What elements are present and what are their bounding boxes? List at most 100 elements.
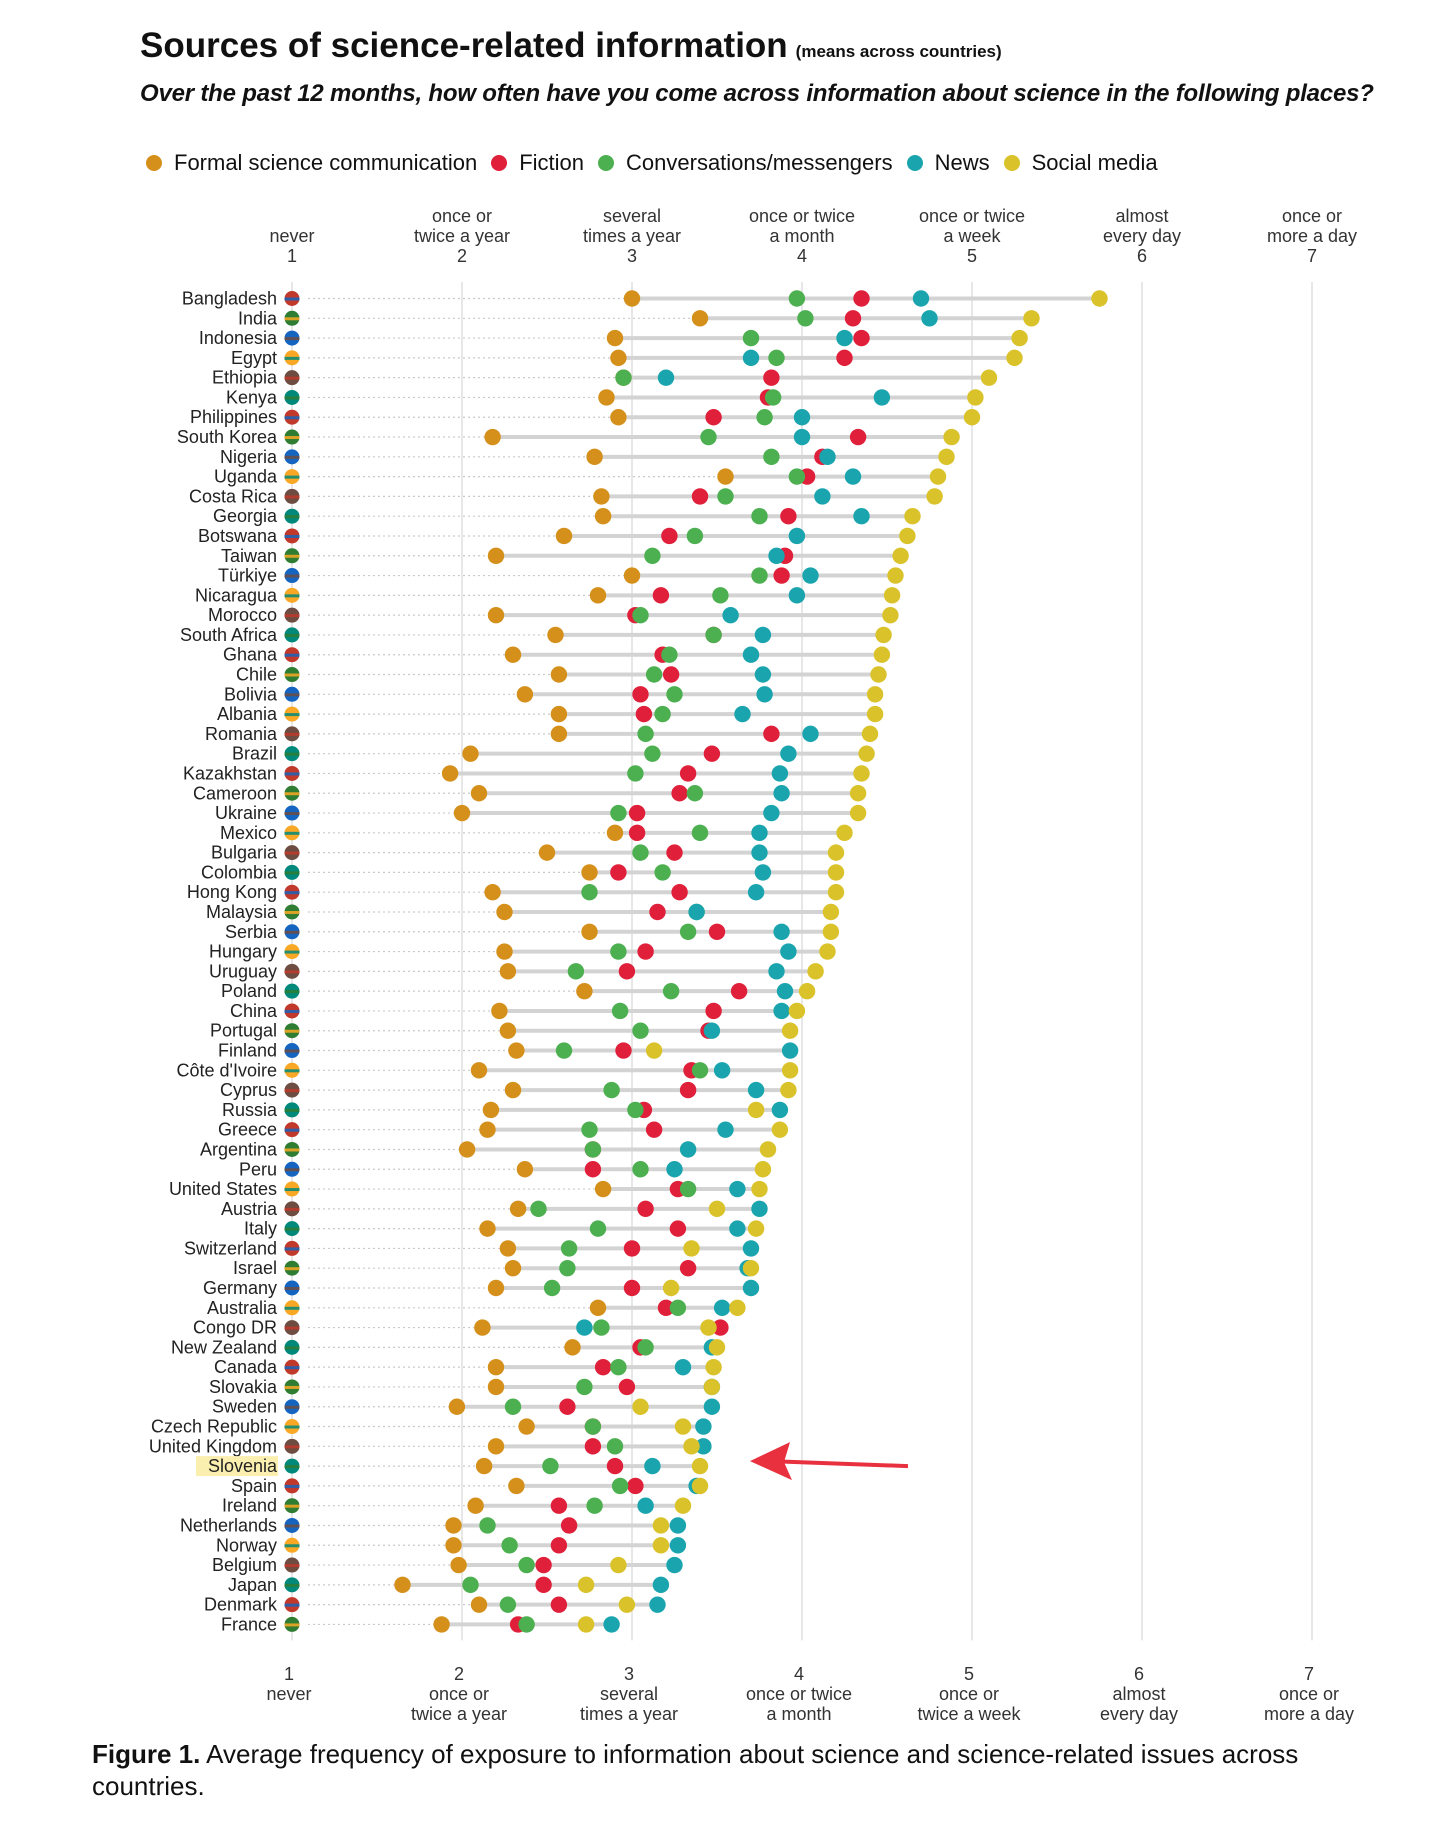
dot-social — [980, 369, 998, 386]
country-label: Austria — [221, 1199, 278, 1219]
dot-formal — [508, 1042, 525, 1059]
dot-social — [759, 1141, 777, 1158]
country-label: New Zealand — [171, 1337, 277, 1357]
country-row: Sweden — [212, 1397, 721, 1417]
legend-item-fiction: Fiction — [491, 150, 584, 176]
flag-icon-stripe — [284, 1544, 300, 1548]
bottom-tick-label-1-line: never — [266, 1684, 311, 1704]
flag-icon-stripe — [284, 1445, 300, 1449]
dot-fiction — [849, 428, 867, 446]
country-row: Finland — [218, 1041, 799, 1061]
country-row: Hong Kong — [187, 882, 845, 902]
dot-formal — [484, 884, 501, 901]
dot-conversations — [499, 1596, 517, 1613]
bottom-tick-label-2-line: twice a year — [411, 1704, 507, 1724]
dot-formal — [487, 1279, 505, 1297]
dot-formal — [479, 1220, 496, 1237]
dot-fiction — [637, 943, 654, 960]
dot-news — [912, 290, 930, 307]
country-row: Cameroon — [193, 783, 867, 803]
dot-fiction — [627, 1477, 644, 1495]
flag-icon-stripe — [284, 495, 300, 499]
dot-social — [873, 646, 891, 663]
dot-conversations — [632, 606, 649, 624]
country-row: Japan — [228, 1575, 670, 1595]
dot-conversations — [462, 1576, 479, 1594]
dot-formal — [508, 1477, 525, 1495]
dot-news — [793, 428, 811, 446]
highlight-box — [196, 1456, 278, 1477]
dot-formal — [550, 725, 568, 743]
dot-formal — [484, 428, 501, 446]
dot-formal — [623, 290, 641, 307]
dot-fiction — [705, 409, 722, 426]
dot-social — [781, 1062, 799, 1079]
country-row: Ethiopia — [212, 368, 998, 388]
flag-icon-stripe — [284, 891, 300, 895]
dot-news — [788, 527, 806, 545]
country-label: Ethiopia — [212, 368, 278, 388]
flag-icon-stripe — [284, 317, 300, 321]
top-tick-label-3-line: 3 — [627, 246, 637, 266]
bottom-tick-label-5-line: once or — [939, 1684, 999, 1704]
dot-news — [921, 310, 938, 327]
dot-conversations — [637, 1339, 654, 1356]
dot-fiction — [763, 725, 780, 743]
dot-conversations — [662, 982, 680, 1000]
flag-icon-stripe — [284, 515, 300, 519]
dot-social — [798, 982, 816, 1000]
dot-fiction — [836, 349, 853, 367]
bottom-tick-label-6-line: 6 — [1134, 1664, 1144, 1684]
dot-conversations — [742, 329, 760, 347]
dot-formal — [499, 963, 517, 980]
dot-news — [754, 864, 772, 881]
dot-fiction — [763, 369, 780, 386]
dot-social — [938, 448, 955, 466]
country-row: Argentina — [200, 1139, 777, 1159]
dot-conversations — [644, 547, 661, 564]
dot-news — [666, 1161, 683, 1178]
dot-fiction — [535, 1556, 552, 1574]
dot-conversations — [593, 1319, 610, 1336]
dot-conversations — [679, 923, 697, 940]
dot-formal — [606, 329, 624, 347]
country-row: Ghana — [223, 645, 891, 665]
dot-news — [669, 1537, 687, 1554]
bottom-tick-label-7-line: more a day — [1264, 1704, 1354, 1724]
dot-formal — [445, 1537, 462, 1554]
flag-icon-stripe — [284, 1504, 300, 1508]
country-label: Italy — [244, 1219, 277, 1239]
country-label: Bangladesh — [182, 289, 277, 309]
dot-conversations — [712, 587, 729, 604]
country-label: Argentina — [200, 1139, 278, 1159]
flag-icon-stripe — [284, 1009, 300, 1013]
dot-news — [729, 1180, 746, 1198]
dot-conversations — [661, 646, 678, 663]
dot-fiction — [671, 785, 688, 802]
country-label: Serbia — [225, 922, 278, 942]
flag-icon-stripe — [284, 851, 300, 855]
dot-conversations — [610, 943, 627, 960]
dot-social — [705, 1358, 722, 1376]
country-row: Slovakia — [209, 1377, 721, 1397]
country-label: Egypt — [231, 348, 277, 368]
dot-fiction — [560, 1517, 578, 1534]
country-row: Bangladesh — [182, 289, 1108, 309]
dot-news — [695, 1418, 712, 1435]
flag-icon-stripe — [284, 1029, 300, 1033]
flag-icon-stripe — [284, 1524, 300, 1528]
country-row: Australia — [207, 1298, 746, 1318]
bottom-tick-label-6-line: almost — [1112, 1684, 1165, 1704]
top-tick-label-2-line: once or — [432, 206, 492, 226]
dot-formal — [487, 606, 505, 624]
bottom-tick-label-2-line: 2 — [454, 1664, 464, 1684]
dot-formal — [448, 1398, 466, 1415]
flag-icon-stripe — [284, 772, 300, 776]
country-row: Spain — [231, 1476, 709, 1496]
dot-conversations — [756, 409, 773, 426]
dot-formal — [717, 468, 734, 485]
country-row: Nigeria — [220, 447, 955, 467]
dot-formal — [509, 1200, 527, 1218]
